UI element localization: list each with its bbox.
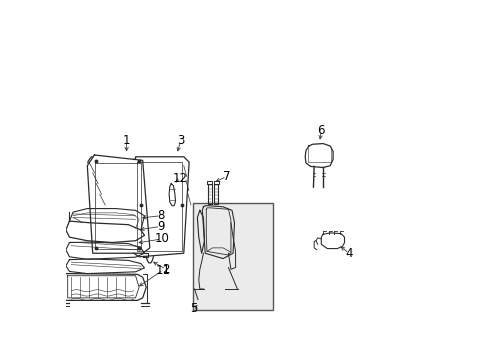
Bar [192,203,272,310]
Text: 7: 7 [223,170,230,183]
Text: 6: 6 [317,124,325,137]
FancyArrowPatch shape [87,156,92,163]
Text: 10: 10 [154,233,169,246]
Text: 4: 4 [345,247,352,260]
Text: 9: 9 [157,220,164,233]
Text: 11: 11 [155,264,170,276]
Text: 1: 1 [122,134,130,147]
Text: 2: 2 [162,263,169,276]
Text: 8: 8 [157,209,164,222]
Text: 12: 12 [173,172,188,185]
Text: 3: 3 [177,134,184,147]
Text: 5: 5 [189,302,197,315]
